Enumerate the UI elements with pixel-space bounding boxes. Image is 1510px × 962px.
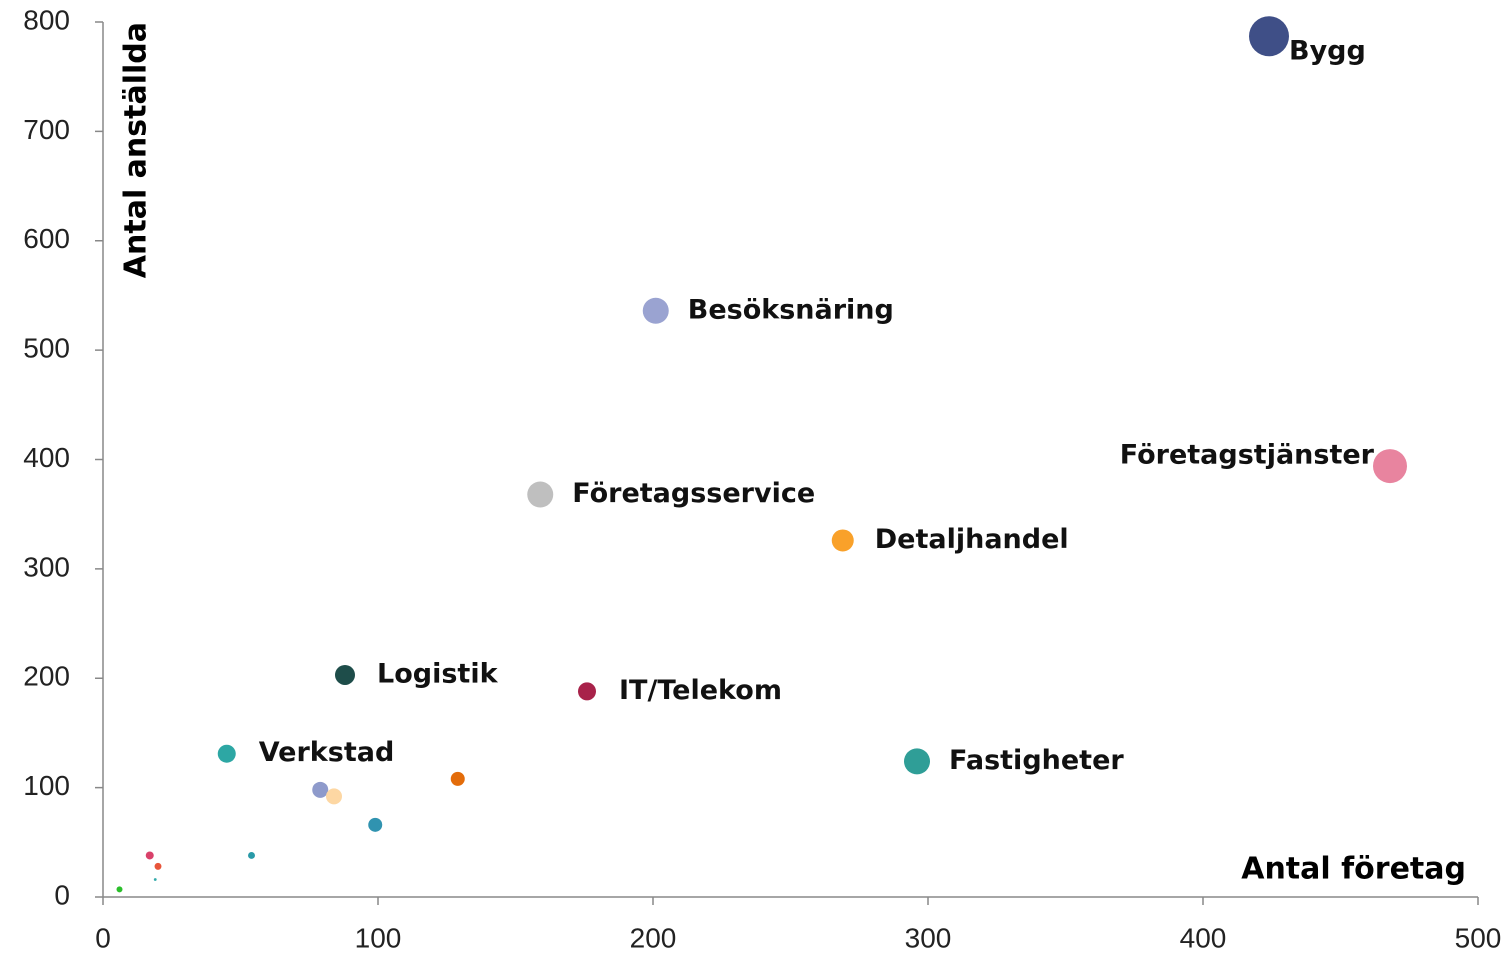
x-tick-label: 200 — [630, 922, 677, 953]
point-label: Bygg — [1289, 36, 1366, 67]
y-axis-label: Antal anställda — [119, 22, 154, 278]
y-tick-label: 500 — [23, 333, 70, 364]
y-tick-label: 300 — [23, 551, 70, 582]
x-axis-label: Antal företag — [1241, 852, 1466, 887]
bubble — [1373, 449, 1407, 484]
point-label: Företagstjänster — [1120, 440, 1375, 471]
y-tick-label: 600 — [23, 223, 70, 254]
bubble — [326, 788, 342, 805]
bubble — [116, 886, 123, 893]
point-label: Besöksnäring — [688, 294, 894, 325]
bubble — [368, 817, 383, 832]
point-label: Detaljhandel — [875, 524, 1069, 555]
x-tick-label: 400 — [1180, 922, 1227, 953]
x-tick-label: 0 — [95, 922, 111, 953]
bubble — [831, 529, 854, 552]
bubble — [642, 297, 669, 324]
x-tick-label: 300 — [905, 922, 952, 953]
point-label: Verkstad — [259, 737, 395, 768]
bubble — [217, 744, 236, 763]
point-label: Fastigheter — [949, 745, 1124, 776]
x-tick-label: 500 — [1455, 922, 1502, 953]
bubble — [145, 851, 154, 860]
bubble — [578, 682, 596, 701]
y-tick-label: 700 — [23, 114, 70, 145]
bubble — [904, 748, 930, 775]
y-tick-label: 800 — [23, 4, 70, 35]
bubble — [450, 771, 465, 786]
point-label: Logistik — [377, 658, 499, 689]
bubble — [153, 878, 157, 881]
y-tick-label: 200 — [23, 661, 70, 692]
bubble — [312, 781, 329, 798]
bubble — [154, 862, 162, 870]
point-label: IT/Telekom — [619, 675, 782, 706]
bubble — [335, 664, 355, 685]
bubble — [248, 851, 255, 859]
y-tick-label: 100 — [23, 770, 70, 801]
point-label: Företagsservice — [572, 478, 815, 509]
y-tick-label: 400 — [23, 442, 70, 473]
bubble — [1249, 16, 1289, 57]
bubble — [527, 481, 554, 508]
x-tick-label: 100 — [355, 922, 402, 953]
y-tick-label: 0 — [54, 879, 70, 910]
